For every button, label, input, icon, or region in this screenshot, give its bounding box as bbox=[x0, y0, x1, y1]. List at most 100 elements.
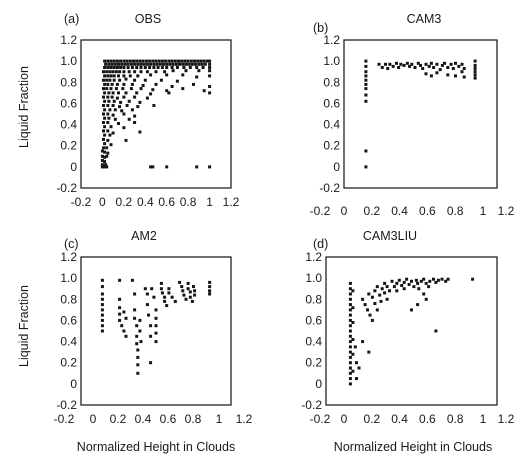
data-point bbox=[165, 73, 169, 77]
data-point bbox=[446, 66, 450, 69]
data-point bbox=[138, 100, 142, 104]
data-point bbox=[446, 73, 450, 77]
data-point bbox=[364, 59, 368, 63]
data-point bbox=[201, 66, 205, 69]
data-point bbox=[130, 82, 134, 86]
panel-a-ytick: 0.6 bbox=[60, 96, 77, 110]
data-point bbox=[149, 324, 153, 328]
data-point bbox=[111, 131, 115, 135]
data-point bbox=[100, 329, 104, 333]
data-point bbox=[364, 93, 368, 97]
data-point bbox=[449, 62, 453, 66]
data-point bbox=[391, 64, 395, 68]
data-point bbox=[145, 62, 149, 66]
data-point bbox=[351, 321, 355, 324]
data-point bbox=[351, 306, 355, 310]
data-point bbox=[208, 280, 212, 284]
data-point bbox=[427, 64, 431, 68]
data-point bbox=[122, 126, 126, 130]
data-point bbox=[364, 70, 368, 74]
data-point bbox=[377, 62, 381, 66]
panel-c-xtick: 0 bbox=[90, 412, 97, 426]
data-point bbox=[414, 278, 418, 282]
data-point bbox=[351, 338, 355, 341]
data-point bbox=[158, 62, 162, 66]
data-point bbox=[130, 108, 134, 112]
data-point bbox=[186, 59, 190, 63]
panel-d-ytick: 0.6 bbox=[305, 313, 322, 327]
data-point bbox=[471, 277, 475, 281]
data-point bbox=[417, 287, 421, 291]
panel-b-xtick: 1.2 bbox=[498, 204, 515, 218]
panel-c-ytick: 1.2 bbox=[60, 250, 77, 264]
data-point bbox=[106, 59, 110, 63]
panel-c-ytick: 0 bbox=[70, 377, 77, 391]
data-point bbox=[118, 278, 122, 282]
data-point bbox=[378, 293, 382, 297]
panel-a-title: OBS bbox=[135, 12, 161, 26]
data-point bbox=[194, 62, 198, 66]
data-point bbox=[139, 66, 143, 69]
data-point bbox=[110, 62, 114, 66]
panel-b-ytick: 1.0 bbox=[323, 54, 340, 68]
data-point bbox=[106, 129, 110, 133]
data-point bbox=[152, 62, 156, 66]
data-point bbox=[156, 66, 160, 69]
data-point bbox=[392, 285, 396, 289]
data-point bbox=[460, 62, 464, 66]
panel-a-ytick: 0.4 bbox=[60, 118, 77, 132]
panel-d-title: CAM3LIU bbox=[363, 229, 417, 243]
data-point bbox=[370, 318, 374, 322]
data-point bbox=[402, 287, 406, 291]
panel-a-xtick: -0.2 bbox=[71, 195, 92, 209]
data-point bbox=[100, 318, 104, 322]
data-point bbox=[127, 99, 131, 103]
data-point bbox=[111, 104, 115, 107]
data-point bbox=[460, 70, 464, 74]
panel-a-xtick: 1 bbox=[206, 195, 213, 209]
data-point bbox=[106, 74, 110, 78]
data-point bbox=[144, 59, 148, 63]
panel-c-frame bbox=[80, 256, 232, 406]
data-point bbox=[440, 277, 444, 281]
panel-d-xtick: 0.8 bbox=[447, 412, 464, 426]
data-point bbox=[168, 62, 172, 66]
data-point bbox=[428, 279, 432, 283]
data-point bbox=[118, 306, 122, 310]
data-point bbox=[348, 371, 352, 375]
data-point bbox=[473, 67, 477, 70]
data-point bbox=[348, 366, 352, 370]
data-point bbox=[105, 146, 109, 150]
data-point bbox=[348, 361, 352, 365]
data-point bbox=[388, 62, 392, 66]
data-point bbox=[348, 318, 352, 322]
data-point bbox=[139, 62, 143, 66]
data-point bbox=[128, 59, 132, 63]
data-point bbox=[107, 91, 111, 95]
panel-b-ytick: 0.2 bbox=[323, 139, 340, 153]
panel-b-points bbox=[364, 59, 477, 169]
data-point bbox=[183, 59, 187, 63]
data-point bbox=[126, 62, 130, 66]
data-point bbox=[165, 66, 169, 69]
data-point bbox=[154, 324, 158, 328]
data-point bbox=[100, 313, 104, 317]
panel-a-frame bbox=[80, 39, 232, 189]
data-point bbox=[117, 91, 120, 95]
data-point bbox=[151, 165, 155, 169]
data-point bbox=[103, 91, 107, 95]
panel-d-ytick: 0.4 bbox=[305, 335, 322, 349]
data-point bbox=[127, 70, 131, 74]
data-point bbox=[395, 281, 399, 285]
data-point bbox=[118, 318, 122, 322]
data-point bbox=[400, 284, 404, 287]
data-point bbox=[122, 112, 126, 116]
data-point bbox=[363, 303, 367, 307]
panel-a-ytick: 1.0 bbox=[60, 54, 77, 68]
data-point bbox=[104, 163, 108, 167]
data-point bbox=[105, 78, 109, 82]
data-point bbox=[165, 62, 169, 66]
data-point bbox=[386, 67, 390, 70]
data-point bbox=[208, 289, 212, 293]
data-point bbox=[115, 59, 119, 63]
